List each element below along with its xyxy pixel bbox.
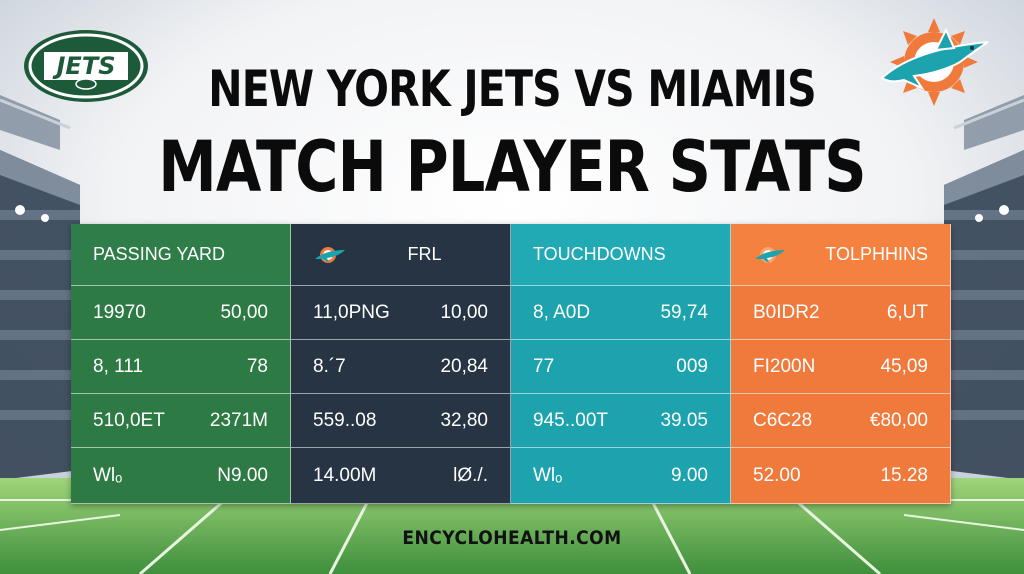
cell-value-left: 559..08 (313, 409, 377, 431)
cell-value-right: 32,80 (440, 409, 488, 431)
table-cell: 77 009 (511, 340, 731, 394)
cell-value-left: 8.´7 (313, 355, 346, 377)
cell-value-right: 2371M (209, 409, 268, 431)
cell-value-left: 8, 111 (93, 355, 144, 377)
cell-value-left: C6C28 (753, 409, 813, 431)
table-cell: FI200N 45,09 (731, 340, 951, 394)
cell-value-right: 78 (246, 355, 268, 377)
table-cell: 510,0ET 2371M (71, 394, 291, 448)
cell-value-left: Wlₒ (93, 464, 123, 486)
header-label: TOUCHDOWNS (533, 244, 666, 264)
cell-value-left: 11,0PNG (313, 301, 390, 323)
table-cell: 8.´7 20,84 (291, 340, 511, 394)
header-label: PASSING YARD (93, 244, 226, 264)
title-line-1: NEW YORK JETS VS MIAMIS (208, 60, 816, 118)
svg-text:JETS: JETS (53, 52, 116, 80)
table-cell: Wlₒ 9.00 (511, 448, 731, 504)
cell-value-left: 945..00T (533, 409, 608, 431)
table-cell: 14.00M lØ./. (291, 448, 511, 504)
cell-value-right: N9.00 (217, 464, 268, 486)
dolphins-logo (880, 18, 989, 106)
cell-value-left: 52.00 (753, 464, 801, 486)
right-stands (944, 95, 1024, 480)
cell-value-left: B0IDR2 (753, 301, 820, 323)
cell-value-right: 59,74 (660, 301, 708, 323)
title-line-2: MATCH PLAYER STATS (158, 126, 866, 208)
cell-value-right: 15.28 (880, 464, 928, 486)
cell-value-right: 009 (676, 355, 708, 377)
cell-value-left: 77 (533, 355, 555, 377)
stats-table: PASSING YARD FRL TOUCHDOWNS TOLPHHINS 19… (71, 224, 951, 504)
dolphin-icon (315, 246, 345, 263)
jets-logo: JETS (24, 30, 148, 102)
table-cell: 11,0PNG 10,00 (291, 286, 511, 340)
cell-value-left: 510,0ET (93, 409, 165, 431)
dolphin-icon (755, 246, 785, 263)
cell-value-left: 14.00M (313, 464, 377, 486)
cell-value-left: 8, A0D (533, 301, 591, 323)
left-stands (0, 95, 80, 480)
table-cell: 8, A0D 59,74 (511, 286, 731, 340)
header-label: TOLPHHINS (825, 244, 928, 264)
table-cell: 19970 50,00 (71, 286, 291, 340)
table-cell: 945..00T 39.05 (511, 394, 731, 448)
cell-value-left: Wlₒ (533, 464, 563, 486)
table-cell: B0IDR2 6,UT (731, 286, 951, 340)
cell-value-right: lØ./. (453, 464, 488, 486)
cell-value-left: 19970 (93, 301, 146, 323)
table-cell: 52.00 15.28 (731, 448, 951, 504)
cell-value-right: €80,00 (869, 409, 928, 431)
cell-value-left: FI200N (753, 355, 816, 377)
footer-site-url[interactable]: ENCYCLOHEALTH.COM (402, 527, 622, 549)
table-cell: 8, 111 78 (71, 340, 291, 394)
header-label: FRL (407, 244, 442, 264)
cell-value-right: 9.00 (671, 464, 708, 486)
header-touchdowns: TOUCHDOWNS (511, 224, 731, 286)
header-frl: FRL (291, 224, 511, 286)
cell-value-right: 20,84 (440, 355, 488, 377)
cell-value-right: 50,00 (220, 301, 268, 323)
cell-value-right: 45,09 (880, 355, 928, 377)
table-cell: C6C28 €80,00 (731, 394, 951, 448)
header-tolphhins: TOLPHHINS (731, 224, 951, 286)
header-passing-yard: PASSING YARD (71, 224, 291, 286)
table-cell: Wlₒ N9.00 (71, 448, 291, 504)
table-cell: 559..08 32,80 (291, 394, 511, 448)
cell-value-right: 10,00 (440, 301, 488, 323)
cell-value-right: 6,UT (886, 301, 928, 323)
cell-value-right: 39.05 (660, 409, 708, 431)
